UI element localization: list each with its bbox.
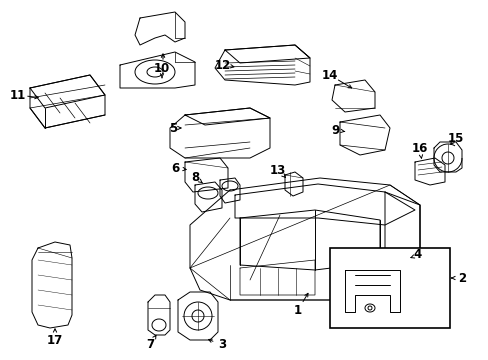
Text: 15: 15 <box>447 131 463 144</box>
Text: 16: 16 <box>411 141 427 154</box>
Text: 13: 13 <box>269 163 285 176</box>
Text: 4: 4 <box>413 248 421 261</box>
Bar <box>329 248 449 328</box>
Text: 7: 7 <box>145 338 154 351</box>
Text: 12: 12 <box>214 59 231 72</box>
Text: 1: 1 <box>293 303 302 316</box>
Text: 3: 3 <box>218 338 225 351</box>
Text: 5: 5 <box>168 122 177 135</box>
Text: 8: 8 <box>190 171 199 184</box>
Text: 9: 9 <box>330 123 339 136</box>
Text: 2: 2 <box>457 271 465 284</box>
Text: 6: 6 <box>170 162 179 175</box>
Text: 17: 17 <box>47 333 63 346</box>
Text: 10: 10 <box>154 62 170 75</box>
Text: 14: 14 <box>321 68 338 81</box>
Text: 11: 11 <box>10 89 26 102</box>
